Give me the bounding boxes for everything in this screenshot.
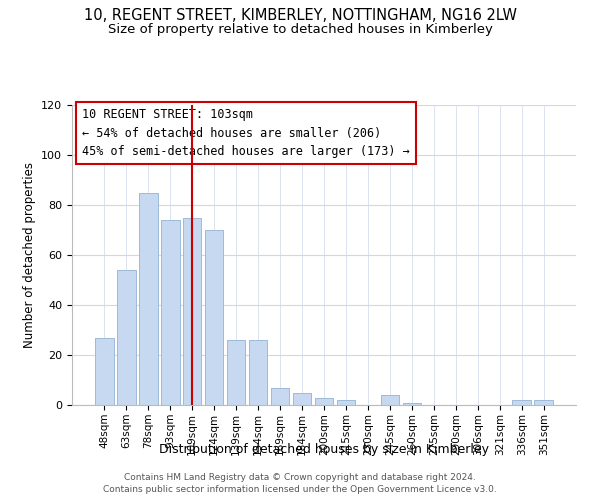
Bar	[205, 230, 223, 405]
Bar	[512, 400, 531, 405]
Y-axis label: Number of detached properties: Number of detached properties	[23, 162, 35, 348]
Bar	[227, 340, 245, 405]
Bar	[249, 340, 268, 405]
Bar	[161, 220, 179, 405]
Text: Distribution of detached houses by size in Kimberley: Distribution of detached houses by size …	[159, 442, 489, 456]
Text: Contains HM Land Registry data © Crown copyright and database right 2024.
Contai: Contains HM Land Registry data © Crown c…	[103, 472, 497, 494]
Bar	[314, 398, 334, 405]
Bar	[183, 218, 202, 405]
Bar	[337, 400, 355, 405]
Bar	[403, 402, 421, 405]
Text: Size of property relative to detached houses in Kimberley: Size of property relative to detached ho…	[107, 22, 493, 36]
Text: 10 REGENT STREET: 103sqm
← 54% of detached houses are smaller (206)
45% of semi-: 10 REGENT STREET: 103sqm ← 54% of detach…	[82, 108, 410, 158]
Bar	[95, 338, 113, 405]
Bar	[117, 270, 136, 405]
Bar	[293, 392, 311, 405]
Bar	[139, 192, 158, 405]
Bar	[271, 388, 289, 405]
Bar	[535, 400, 553, 405]
Text: 10, REGENT STREET, KIMBERLEY, NOTTINGHAM, NG16 2LW: 10, REGENT STREET, KIMBERLEY, NOTTINGHAM…	[83, 8, 517, 22]
Bar	[380, 395, 399, 405]
